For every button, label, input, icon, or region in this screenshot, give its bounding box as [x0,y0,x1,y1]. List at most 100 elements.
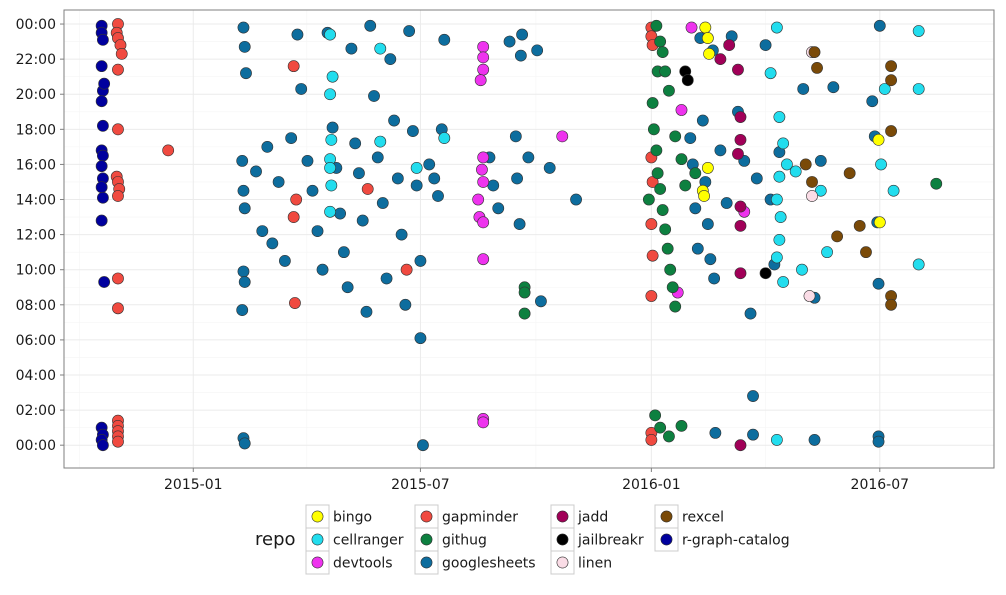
point-linen [803,290,816,302]
point-devtools [477,40,490,53]
point-googlesheets [438,33,451,46]
point-googlesheets [306,184,319,197]
point-googlesheets [432,190,444,202]
point-bingo [703,47,716,60]
point-rexcel [843,167,856,180]
point-googlesheets [316,263,329,276]
point-bingo [701,162,714,174]
point-cellranger [770,434,783,446]
y-tick-label: 22:00 [16,52,56,68]
legend-label-jailbreakr: jailbreakr [577,533,644,549]
point-githug [663,84,675,97]
point-googlesheets [278,255,291,267]
point-googlesheets [750,172,763,185]
point-googlesheets [570,193,582,206]
point-githug [659,65,672,78]
y-tick-label: 08:00 [16,298,56,314]
point-googlesheets [509,130,522,143]
point-r-graph-catalog [95,95,108,108]
point-googlesheets [428,172,441,185]
point-googlesheets [511,172,523,185]
point-rexcel [853,219,866,232]
point-googlesheets [353,167,365,180]
point-githug [664,263,677,276]
point-googlesheets [301,155,314,167]
point-r-graph-catalog [97,191,109,204]
x-tick-label: 2016-01 [622,477,681,493]
point-googlesheets [399,298,412,311]
legend-label-rexcel: rexcel [682,510,724,526]
point-cellranger [770,193,783,206]
point-githug [518,307,531,320]
legend-marker-googlesheets [420,556,433,569]
point-googlesheets [285,132,298,144]
point-rexcel [885,125,897,137]
point-jadd [732,63,744,76]
point-googlesheets [513,218,526,230]
point-gapminder [289,297,301,309]
point-cellranger [374,42,387,55]
point-googlesheets [238,202,251,215]
point-gapminder [112,302,124,315]
y-tick-label: 02:00 [16,403,56,419]
point-devtools [477,63,490,76]
point-cellranger [324,28,336,41]
point-jadd [723,39,736,51]
point-googlesheets [237,21,250,34]
point-devtools [477,151,490,164]
legend-marker-gapminder [420,510,433,523]
point-githug [642,193,655,206]
point-googlesheets [827,81,840,94]
point-githug [649,409,662,422]
point-r-graph-catalog [98,276,111,288]
point-googlesheets [709,427,722,439]
point-rexcel [808,46,821,59]
y-tick-label: 00:00 [16,438,56,454]
point-r-graph-catalog [95,181,108,194]
point-gapminder [112,190,124,202]
point-cellranger [789,165,802,178]
y-tick-label: 04:00 [16,368,56,384]
point-googlesheets [410,179,423,192]
point-googlesheets [873,19,886,32]
point-githug [654,421,667,434]
point-googlesheets [531,44,544,57]
point-googlesheets [866,95,879,108]
point-rexcel [799,158,812,171]
point-rexcel [811,62,823,74]
point-bingo [701,32,714,44]
point-bingo [698,190,710,202]
point-googlesheets [311,225,324,238]
point-googlesheets [414,255,427,267]
point-githug [651,167,664,180]
point-googlesheets [376,197,389,209]
point-devtools [477,51,490,64]
point-cellranger [764,67,777,80]
point-cellranger [781,158,793,171]
point-cellranger [878,83,891,95]
point-googlesheets [236,155,249,167]
point-googlesheets [403,25,416,37]
legend-marker-r-graph-catalog [660,533,673,546]
y-tick-label: 14:00 [16,193,56,209]
point-googlesheets [238,40,251,53]
point-linen [806,190,818,202]
point-gapminder [645,290,658,302]
point-googlesheets [522,151,535,164]
point-cellranger [325,179,338,192]
point-githug [659,223,672,236]
point-googlesheets [503,35,516,48]
point-cellranger [438,132,451,144]
point-gapminder [287,60,300,73]
x-axis: 2015-01 2015-07 2016-01 2016-07 [164,468,909,493]
point-googlesheets [407,125,419,137]
point-githug [650,144,663,157]
point-jadd [734,219,747,232]
legend-label-cellranger: cellranger [333,533,404,549]
x-tick-label: 2016-07 [851,477,910,493]
point-googlesheets [256,225,269,238]
point-googlesheets [708,272,721,285]
point-gapminder [287,211,300,223]
point-cellranger [773,170,786,183]
